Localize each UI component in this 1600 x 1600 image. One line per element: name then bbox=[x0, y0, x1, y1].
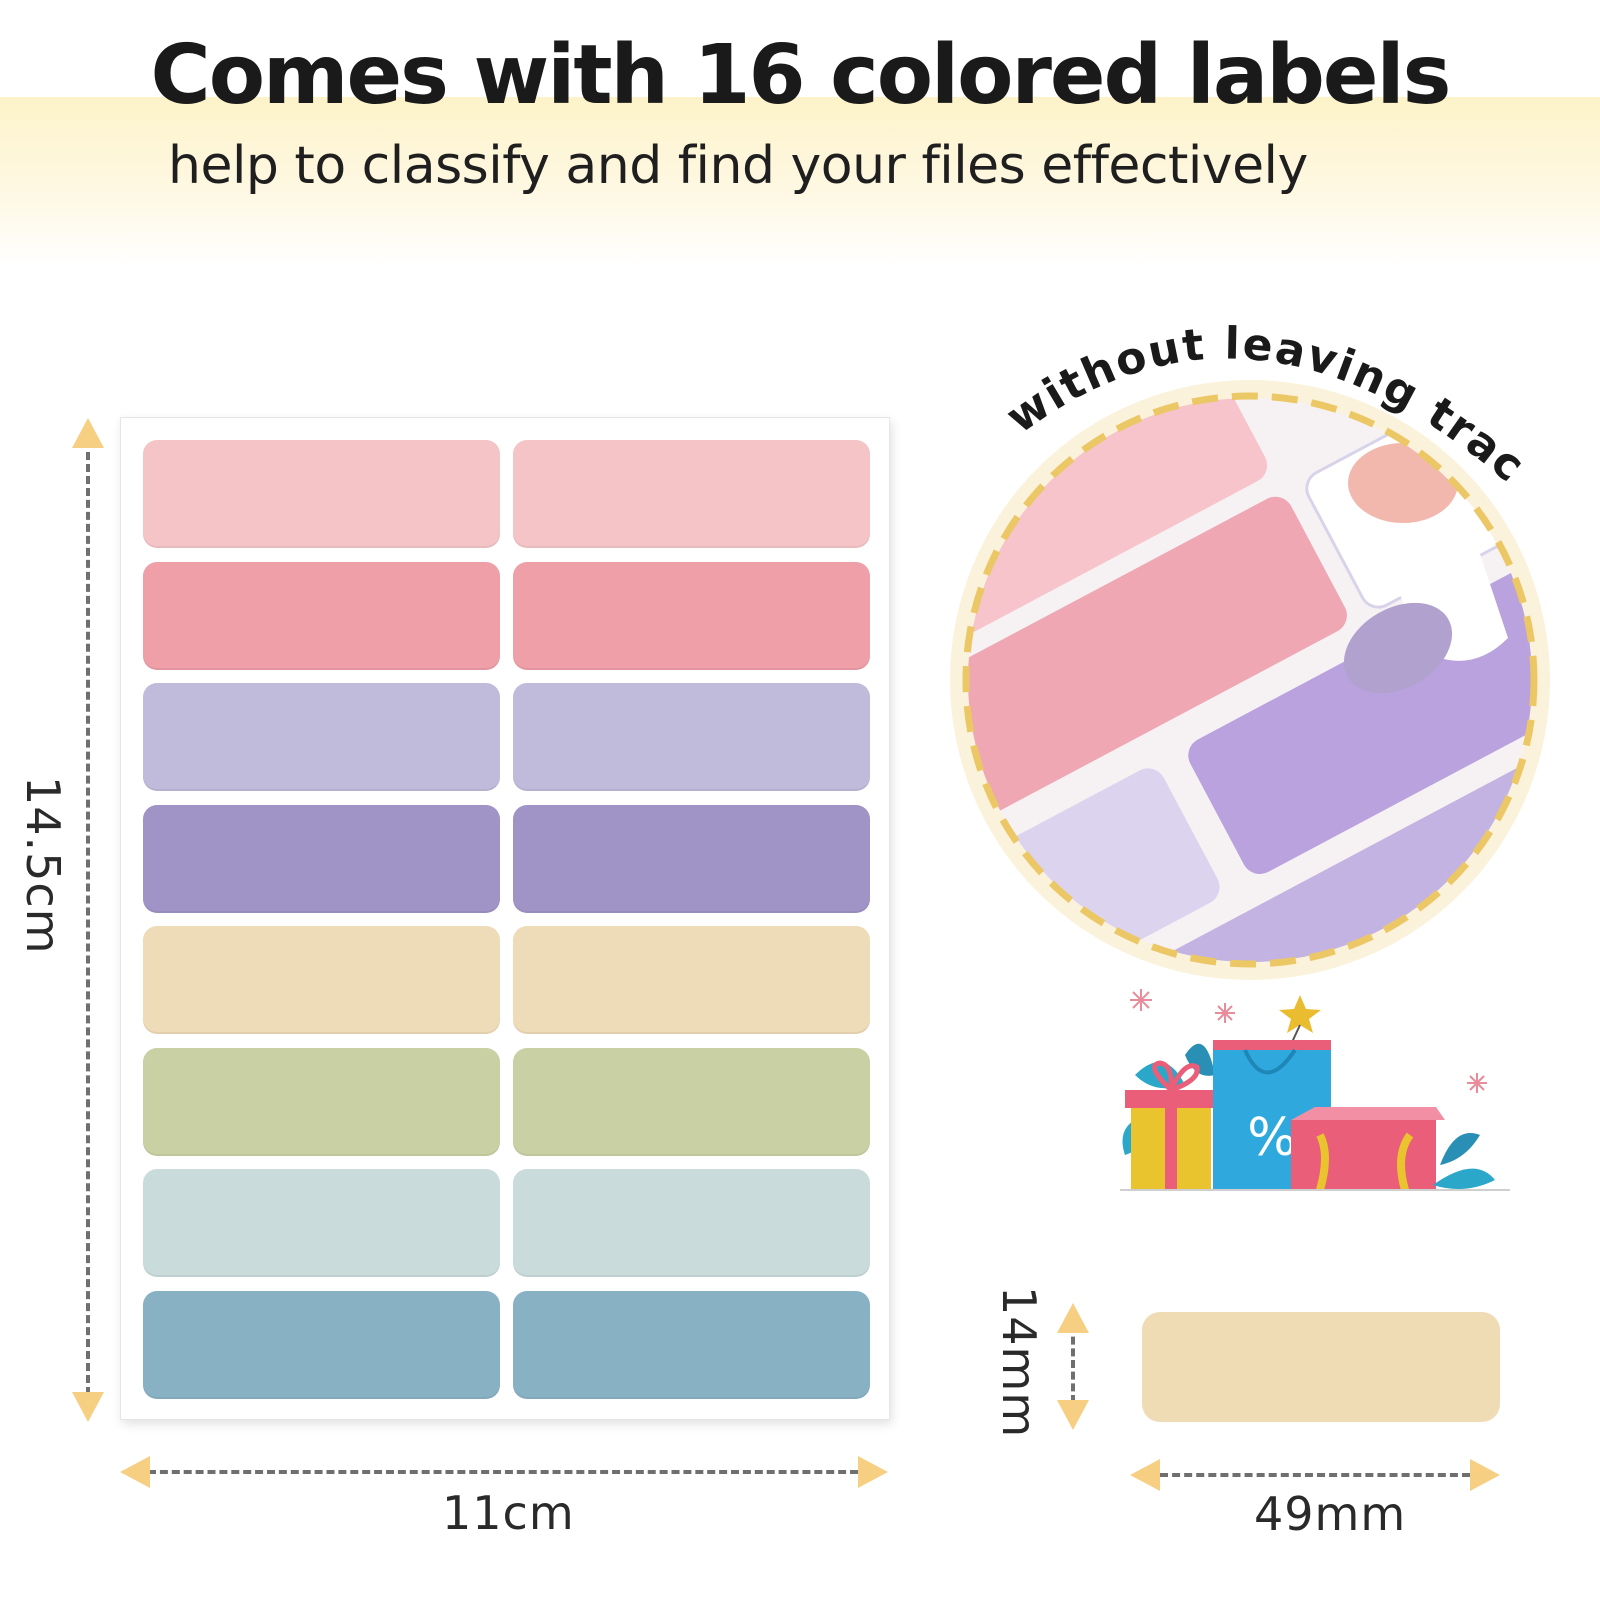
color-label-r2-c2 bbox=[513, 561, 870, 670]
label-width-dimension-line bbox=[1160, 1473, 1470, 1477]
color-label-r8-c1 bbox=[143, 1290, 500, 1399]
closeup-dashed-border bbox=[962, 392, 1538, 968]
color-label-r5-c1 bbox=[143, 926, 500, 1034]
sparkle-icon bbox=[1130, 989, 1487, 1093]
closeup-purple-label bbox=[1188, 510, 1532, 875]
color-label-r8-c2 bbox=[513, 1290, 870, 1399]
arrow-down-icon bbox=[1057, 1400, 1089, 1430]
page-title: Comes with 16 colored labels bbox=[150, 28, 1452, 123]
color-label-r7-c2 bbox=[513, 1169, 870, 1277]
color-label-r1-c2 bbox=[513, 440, 870, 548]
label-sheet bbox=[120, 417, 890, 1420]
color-label-r4-c1 bbox=[143, 804, 500, 913]
single-label-sample bbox=[1142, 1312, 1500, 1422]
gift-shopping-icon: % bbox=[1120, 989, 1510, 1192]
arrow-up-icon bbox=[1057, 1303, 1089, 1333]
peeled-underside bbox=[1343, 602, 1453, 694]
color-label-r2-c1 bbox=[143, 561, 500, 670]
color-label-r3-c1 bbox=[143, 683, 500, 791]
arrow-right-icon bbox=[1470, 1459, 1500, 1491]
color-label-r3-c2 bbox=[513, 683, 870, 791]
label-width-text: 49mm bbox=[1254, 1487, 1407, 1541]
open-box bbox=[1291, 1120, 1436, 1190]
closeup-peel-illustration bbox=[950, 380, 1550, 980]
bag-symbol: % bbox=[1247, 1108, 1296, 1168]
arrow-down-icon bbox=[72, 1392, 104, 1422]
arrow-left-icon bbox=[1130, 1459, 1160, 1491]
arrow-right-icon bbox=[858, 1456, 888, 1488]
color-label-r4-c2 bbox=[513, 804, 870, 913]
star-icon bbox=[1279, 995, 1321, 1033]
color-label-r6-c1 bbox=[143, 1047, 500, 1156]
closeup-pink-label bbox=[968, 496, 1347, 871]
color-label-r1-c1 bbox=[143, 440, 500, 548]
arrow-left-icon bbox=[120, 1456, 150, 1488]
sheet-height-dimension-line bbox=[86, 440, 90, 1395]
color-label-r5-c2 bbox=[513, 926, 870, 1034]
page-subtitle: help to classify and find your files eff… bbox=[168, 136, 1308, 196]
arrow-up-icon bbox=[72, 418, 104, 448]
color-label-r7-c1 bbox=[143, 1169, 500, 1277]
sheet-width-dimension-line bbox=[148, 1470, 858, 1474]
sheet-width-label: 11cm bbox=[442, 1486, 575, 1540]
label-height-text: 14mm bbox=[992, 1286, 1046, 1439]
header-band bbox=[0, 97, 1600, 267]
sheet-height-label: 14.5cm bbox=[16, 776, 70, 955]
label-height-dimension-line bbox=[1071, 1325, 1075, 1403]
color-label-r6-c2 bbox=[513, 1047, 870, 1156]
